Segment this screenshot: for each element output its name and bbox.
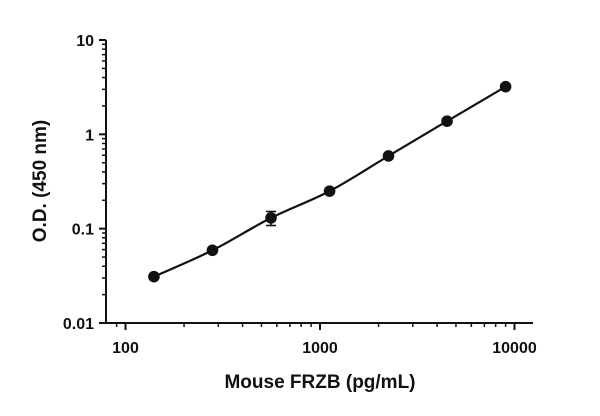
- data-point: [148, 270, 160, 283]
- data-point: [382, 150, 395, 162]
- y-tick-label: 0.1: [72, 222, 94, 239]
- data-point: [323, 185, 336, 197]
- y-tick-label: 0.01: [63, 316, 94, 333]
- y-axis-title: O.D. (450 nm): [30, 120, 51, 242]
- x-tick-label: 100: [112, 340, 139, 357]
- y-tick-label: 10: [76, 33, 94, 50]
- data-point: [206, 244, 219, 257]
- data-point: [265, 212, 277, 224]
- data-point: [499, 80, 512, 93]
- x-axis-title: Mouse FRZB (pg/mL): [224, 372, 415, 393]
- y-tick-label: 1: [85, 127, 94, 144]
- y-ticks: 0.01 0.1 1 10: [63, 33, 106, 333]
- x-tick-label: 1000: [302, 340, 338, 357]
- data-point: [441, 115, 453, 127]
- x-ticks: 100 1000 10000: [112, 323, 537, 357]
- x-tick-label: 10000: [492, 340, 537, 357]
- fit-curve: [153, 85, 507, 278]
- plot-series: [148, 80, 512, 283]
- axes: [105, 40, 533, 324]
